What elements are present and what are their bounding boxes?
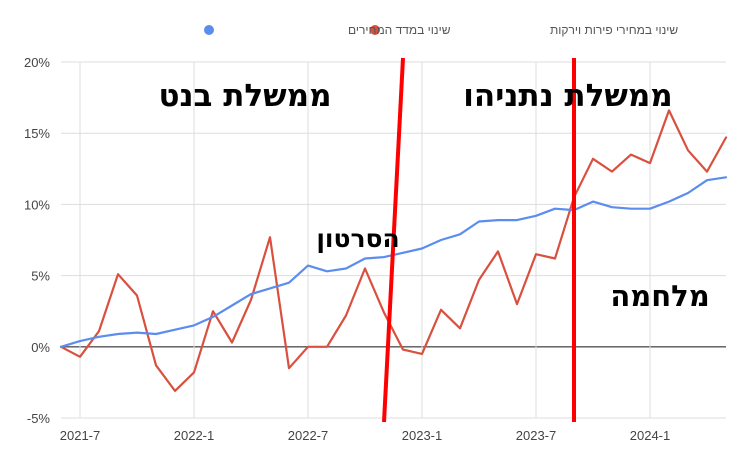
- legend-swatch: [204, 25, 214, 35]
- x-tick-label: 2023-1: [402, 428, 442, 443]
- series-line-fruit-vegetables: [59, 109, 728, 392]
- axes: -5% 0% 5% 10% 15% 20% 2021-7 2022-1 2022-7 2023-1…: [24, 55, 670, 443]
- y-tick-label: 5%: [31, 269, 50, 284]
- annotation-video: הסרטון: [316, 224, 399, 253]
- x-tick-label: 2024-1: [630, 428, 670, 443]
- annotation-bennett-government: ממשלת בנט: [158, 78, 331, 114]
- annotation-netanyahu-government: ממשלת נתניהו: [463, 78, 672, 114]
- y-tick-label: 20%: [24, 55, 50, 70]
- y-tick-label: 15%: [24, 126, 50, 141]
- y-tick-label: 10%: [24, 197, 50, 212]
- legend-swatch: [370, 25, 380, 35]
- y-tick-label: 0%: [31, 340, 50, 355]
- x-tick-label: 2021-7: [60, 428, 100, 443]
- x-tick-label: 2022-7: [288, 428, 328, 443]
- y-tick-label: -5%: [27, 411, 51, 426]
- x-tick-label: 2022-1: [174, 428, 214, 443]
- vertical-markers: [382, 57, 576, 423]
- legend-label: שינוי במחירי פירות וירקות: [550, 23, 678, 37]
- annotation-war: מלחמה: [610, 279, 709, 313]
- legend: שינוי במחירי פירות וירקות שינוי במדד המחי…: [204, 23, 678, 37]
- x-tick-label: 2023-7: [516, 428, 556, 443]
- gridlines: [61, 61, 726, 419]
- marker-line-video: [382, 57, 405, 423]
- legend-label: שינוי במדד המחירים: [348, 23, 451, 37]
